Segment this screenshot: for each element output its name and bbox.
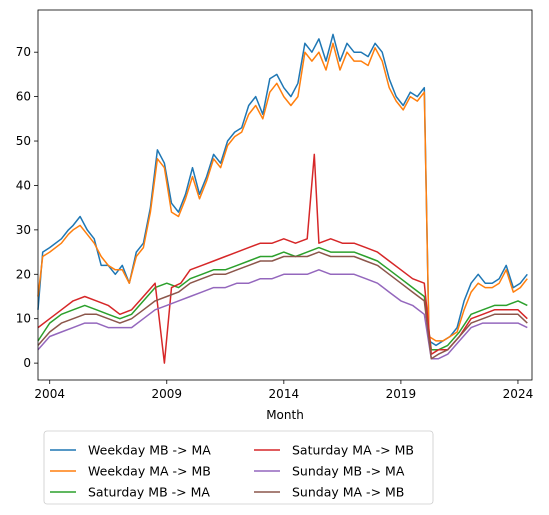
series-line-6 <box>37 251 528 360</box>
x-axis-title: Month <box>266 408 304 422</box>
y-tick-label: 30 <box>16 223 31 237</box>
legend-label: Weekday MB -> MA <box>88 443 211 458</box>
x-tick-label: 2019 <box>386 387 417 401</box>
y-tick-label: 40 <box>16 178 31 192</box>
y-tick-label: 60 <box>16 90 31 104</box>
series-line-5 <box>37 269 528 360</box>
y-tick-label: 50 <box>16 134 31 148</box>
series-line-3 <box>37 246 528 351</box>
y-tick-label: 0 <box>23 356 31 370</box>
x-axis: 2004 2009 2014 2019 2024 <box>34 380 533 401</box>
x-tick-label: 2024 <box>503 387 534 401</box>
y-tick-label: 10 <box>16 312 31 326</box>
legend-label: Weekday MA -> MB <box>88 464 211 479</box>
series-line-2 <box>37 42 528 342</box>
y-tick-label: 70 <box>16 45 31 59</box>
plot-frame <box>37 9 533 381</box>
legend-label: Saturday MB -> MA <box>88 485 210 500</box>
legend-label: Saturday MA -> MB <box>292 443 414 458</box>
legend-frame <box>43 430 434 505</box>
legend: Weekday MB -> MA Weekday MA -> MB Saturday… <box>43 430 434 505</box>
legend-label: Sunday MB -> MA <box>292 464 405 479</box>
legend-label: Sunday MA -> MB <box>292 485 404 500</box>
y-axis: 0 10 20 30 40 50 60 70 <box>16 45 38 370</box>
series-line-4 <box>37 153 528 364</box>
x-tick-label: 2004 <box>34 387 65 401</box>
x-tick-label: 2014 <box>269 387 300 401</box>
y-tick-label: 20 <box>16 267 31 281</box>
x-tick-label: 2009 <box>151 387 182 401</box>
plot-lines <box>37 33 528 364</box>
